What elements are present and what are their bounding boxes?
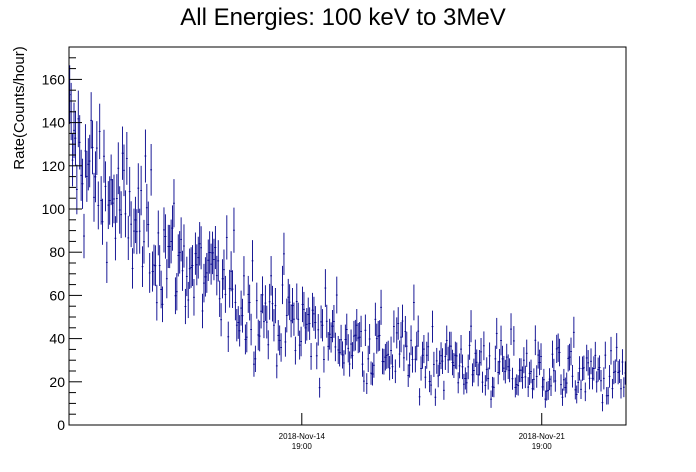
- y-tick-label: 100: [42, 201, 66, 217]
- data-series: [68, 65, 627, 412]
- y-axis-label: Rate(Counts/hour): [11, 46, 28, 169]
- y-tick-label: 60: [49, 287, 65, 303]
- y-tick-label: 120: [42, 158, 66, 174]
- x-tick-label: 2018-Nov-21: [519, 432, 566, 441]
- x-tick-label: 19:00: [532, 442, 553, 451]
- y-tick-label: 20: [49, 374, 65, 390]
- chart-title: All Energies: 100 keV to 3MeV: [180, 4, 506, 31]
- y-tick-label: 80: [49, 244, 65, 260]
- plot-frame: [68, 46, 627, 426]
- y-tick-label: 0: [57, 417, 65, 433]
- x-tick-label: 2018-Nov-14: [279, 432, 326, 441]
- y-tick-label: 40: [49, 331, 65, 347]
- y-axis: 0 20 40 60 80 100 120 140 160: [42, 46, 82, 433]
- x-tick-label: 19:00: [292, 442, 313, 451]
- y-tick-label: 140: [42, 115, 66, 131]
- y-tick-label: 160: [42, 71, 66, 87]
